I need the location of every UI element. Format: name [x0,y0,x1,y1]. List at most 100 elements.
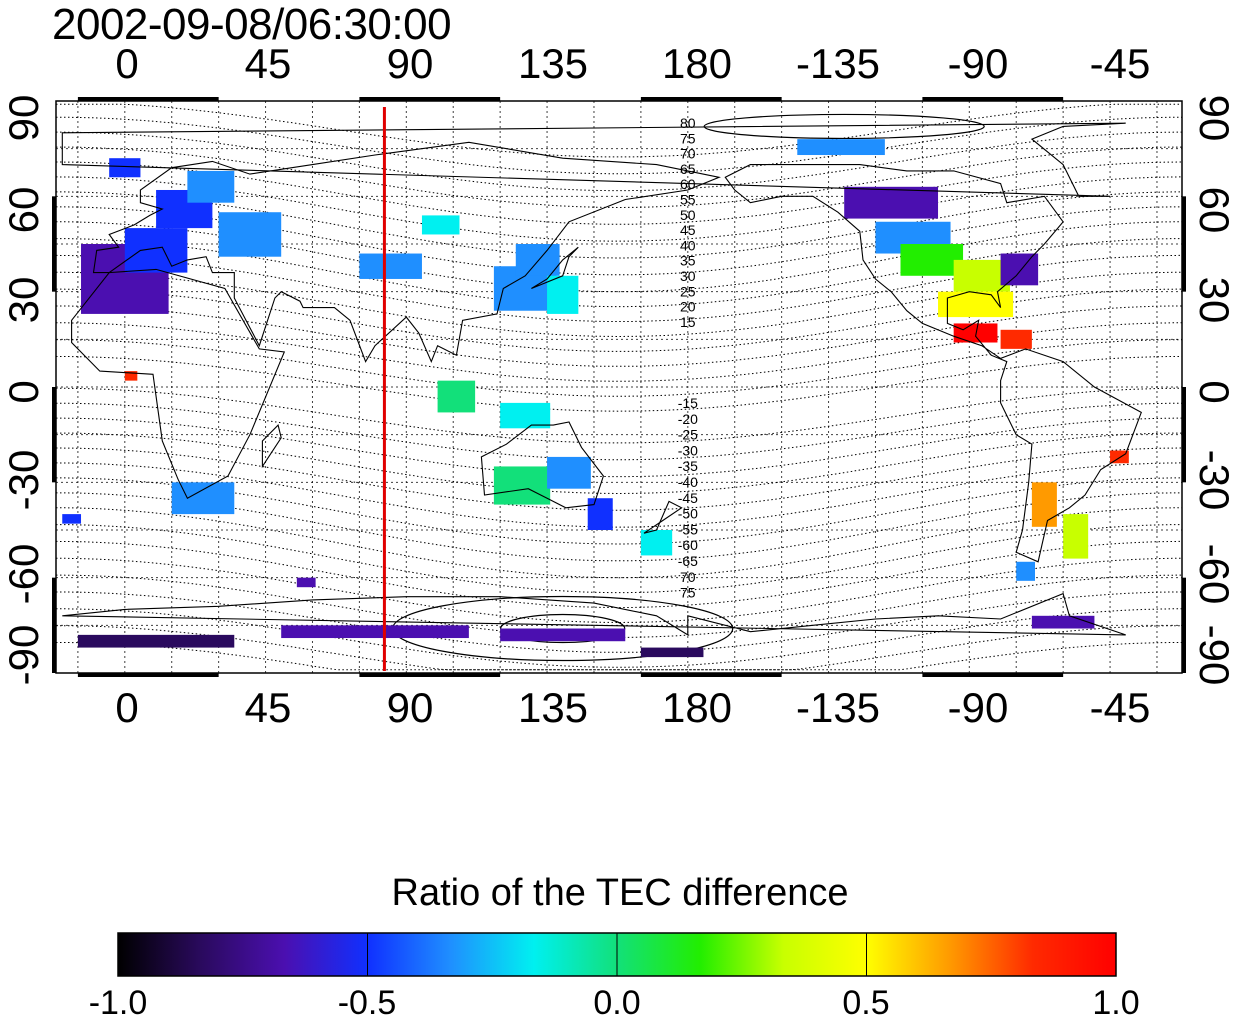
contour-label: 45 [680,222,696,238]
colorbar-tick-label: -1.0 [88,984,148,1022]
timestamp-title: 2002-09-08/06:30:00 [52,0,452,49]
tec-patch [1000,329,1032,349]
edge-tick-bar [52,196,56,292]
contour-label: 50 [680,207,696,223]
geomagnetic-contour [56,477,1182,545]
coastlines [61,122,1142,636]
geomagnetic-contour [56,642,1182,671]
contour-label: 15 [680,314,696,330]
tec-patch [359,253,422,279]
lon-bottom-tick: 135 [517,684,589,731]
contour-label: 35 [680,253,696,269]
lat-left-tick: -60 [0,543,47,605]
lat-left-tick: 0 [0,380,47,404]
tec-patch [1063,514,1089,559]
geomagnetic-contour [56,191,1182,259]
lon-top-tick: 0 [115,40,139,87]
contour-label: 30 [680,268,696,284]
lat-left-tick: 30 [0,276,47,324]
contour-label: -65 [678,553,698,569]
tec-patch [500,628,626,642]
lon-top-tick: -90 [947,40,1009,87]
tec-patch [797,139,885,156]
lat-right-tick: -90 [1191,624,1238,686]
tec-patch [1016,561,1035,581]
geomagnetic-contour [56,507,1182,579]
geomagnetic-contour [56,146,1182,209]
lon-bottom-tick: -45 [1089,684,1151,731]
tec-patch [515,244,560,276]
axis-edge-ticks [52,97,1186,677]
contour-label: 20 [680,299,696,315]
geomagnetic-contour [56,417,1182,478]
contour-label: -45 [678,490,698,506]
lat-right-tick: 90 [1191,94,1238,142]
coastline [61,122,1126,197]
coastline [92,141,721,364]
edge-tick-bar [922,97,1064,101]
contour-label: 60 [680,176,696,192]
north-oval-contour [703,113,985,140]
tec-patch [500,402,551,429]
contour-label: 75 [680,585,696,601]
edge-tick-bar [52,577,56,673]
edge-tick-bar [1182,577,1186,673]
lon-top-tick: 90 [386,40,434,87]
tec-patch [437,380,476,413]
geomagnetic-contour [56,557,1182,624]
contour-label: 65 [680,161,696,177]
colorbar-tick-label: -0.5 [337,984,397,1022]
lon-bottom-tick: -135 [795,684,881,731]
lon-top-tick: 45 [244,40,292,87]
contour-label: 70 [680,569,696,585]
tec-patch [171,482,235,515]
tec-patch [1031,482,1057,527]
contour-label: 75 [680,130,696,146]
map-frame: 8075706560555045403530252015-15-20-25-30… [56,101,1182,673]
tec-patch [218,212,282,257]
coastline [531,246,579,290]
contour-label: -20 [678,411,698,427]
tec-patch [547,275,579,314]
geomagnetic-contour [56,492,1182,562]
lon-top-tick: -45 [1089,40,1151,87]
coastline [480,421,605,509]
colorbar-tick-label: 1.0 [1092,984,1140,1022]
tec-patch [1031,615,1095,629]
lon-bottom-tick: 45 [244,684,292,731]
geomagnetic-contour [56,447,1182,511]
geomagnetic-contour [56,131,1182,192]
contour-label: 25 [680,283,696,299]
contour-label: -60 [678,537,698,553]
contour-label: -15 [678,395,698,411]
geomagnetic-contour [56,402,1182,461]
geomagnetic-contour [56,540,1182,608]
lon-bottom-tick: 0 [115,684,139,731]
tec-patch [187,170,235,203]
lat-right-tick: 30 [1191,276,1238,324]
tec-patch [640,647,704,658]
geomagnetic-contour [56,356,1182,412]
tec-patch [1000,253,1039,286]
geomagnetic-contour [56,608,1182,668]
tec-patch [421,215,460,235]
colorbar-tick-label: 0.0 [593,984,641,1022]
geomagnetic-contour [56,271,1182,338]
tec-patch [493,466,551,505]
edge-tick-bar [359,97,501,101]
tec-patch [77,634,235,648]
lon-top-tick: 135 [517,40,589,87]
tec-patch [938,291,1014,318]
edge-tick-bar [922,673,1064,677]
contour-label: -40 [678,474,698,490]
contour-label: 70 [680,146,696,162]
lon-bottom-tick: 180 [661,684,733,731]
geomagnetic-contour [56,524,1182,594]
colorbar-title: Ratio of the TEC difference [391,872,849,914]
contour-label: -25 [678,427,698,443]
lon-bottom-tick: -90 [947,684,1009,731]
lon-top-tick: -135 [795,40,881,87]
tec-patch [547,456,591,489]
tec-patch [900,244,964,276]
contour-label: -55 [678,521,698,537]
